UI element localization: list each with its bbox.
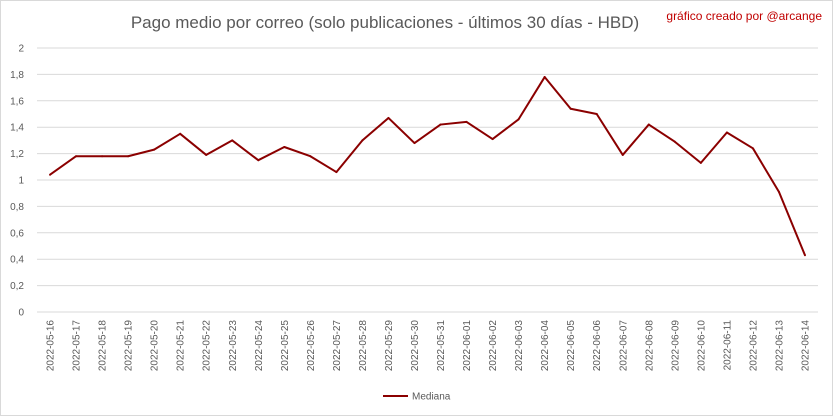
data-point	[803, 254, 806, 257]
x-tick-label: 2022-06-11	[722, 320, 733, 371]
series-layer	[49, 76, 806, 257]
x-tick-label: 2022-05-31	[436, 320, 447, 372]
x-tick-label: 2022-05-29	[384, 320, 395, 372]
data-point	[465, 120, 468, 123]
x-tick-label: 2022-05-27	[332, 320, 343, 372]
x-tick-label: 2022-05-24	[254, 320, 265, 372]
y-axis-ticks: 0 0,2 0,4 0,6 0,8 1 1,2 1,4 1,6 1,8 2	[10, 44, 24, 319]
x-tick-label: 2022-06-06	[592, 320, 603, 372]
data-point	[699, 161, 702, 164]
x-tick-label: 2022-05-18	[98, 320, 109, 372]
x-tick-label: 2022-05-26	[306, 320, 317, 372]
y-tick-label: 0,2	[10, 281, 24, 292]
x-tick-label: 2022-06-04	[540, 320, 551, 372]
x-tick-label: 2022-05-20	[150, 320, 161, 372]
y-tick-label: 1,8	[10, 70, 24, 81]
data-point	[361, 139, 364, 142]
data-point	[283, 146, 286, 148]
data-point	[231, 139, 234, 142]
x-tick-label: 2022-06-07	[618, 320, 629, 372]
data-point	[647, 123, 650, 126]
y-tick-label: 1	[18, 176, 24, 187]
x-tick-label: 2022-05-25	[280, 320, 291, 372]
data-point	[777, 190, 780, 193]
gridlines	[37, 47, 818, 313]
data-point	[517, 118, 520, 121]
data-point	[179, 132, 182, 135]
chart-title: Pago medio por correo (solo publicacione…	[131, 13, 639, 32]
y-tick-label: 1,2	[10, 149, 24, 160]
y-tick-label: 2	[18, 44, 24, 55]
x-tick-label: 2022-05-17	[72, 320, 83, 372]
data-point	[127, 155, 130, 158]
y-tick-label: 0,6	[10, 228, 24, 239]
data-point	[439, 123, 442, 126]
data-point	[621, 153, 624, 156]
x-tick-label: 2022-05-30	[410, 320, 421, 372]
x-tick-label: 2022-05-16	[46, 320, 57, 372]
data-point	[673, 140, 676, 143]
legend-label: Mediana	[412, 392, 451, 403]
x-tick-label: 2022-06-03	[514, 320, 525, 372]
data-point	[387, 116, 390, 119]
x-tick-label: 2022-05-19	[124, 320, 135, 372]
y-tick-label: 0,4	[10, 255, 24, 266]
x-tick-label: 2022-06-14	[800, 320, 811, 372]
data-point	[491, 138, 494, 141]
chart-credit: gráfico creado por @arcange	[666, 9, 822, 23]
x-tick-label: 2022-06-10	[696, 320, 707, 372]
x-tick-label: 2022-05-23	[228, 320, 239, 372]
data-point	[101, 155, 104, 158]
x-tick-label: 2022-06-09	[670, 320, 681, 372]
data-point	[205, 153, 208, 156]
data-point	[569, 107, 572, 110]
x-tick-label: 2022-05-21	[176, 320, 187, 372]
x-tick-label: 2022-06-05	[566, 320, 577, 372]
data-point	[543, 76, 546, 79]
x-axis-ticks: 2022-05-16 2022-05-17 2022-05-18 2022-05-19…	[46, 320, 812, 372]
y-tick-label: 1,6	[10, 96, 24, 107]
data-point	[257, 159, 260, 162]
x-tick-label: 2022-06-13	[774, 320, 785, 372]
data-point	[725, 131, 728, 134]
data-point	[413, 142, 416, 145]
x-tick-label: 2022-06-08	[644, 320, 655, 372]
y-tick-label: 1,4	[10, 123, 24, 134]
x-tick-label: 2022-05-22	[202, 320, 213, 372]
x-tick-label: 2022-05-28	[358, 320, 369, 372]
series-line	[49, 76, 806, 256]
legend: Mediana	[383, 392, 451, 403]
data-point	[153, 148, 156, 151]
data-point	[309, 155, 312, 158]
data-point	[751, 147, 754, 150]
x-tick-label: 2022-06-01	[462, 320, 473, 372]
data-point	[335, 171, 338, 174]
x-tick-label: 2022-06-12	[748, 320, 759, 372]
data-point	[595, 113, 598, 115]
x-tick-label: 2022-06-02	[488, 320, 499, 372]
y-tick-label: 0	[18, 308, 24, 319]
data-point	[49, 173, 52, 176]
data-point	[75, 155, 78, 158]
y-tick-label: 0,8	[10, 202, 24, 213]
